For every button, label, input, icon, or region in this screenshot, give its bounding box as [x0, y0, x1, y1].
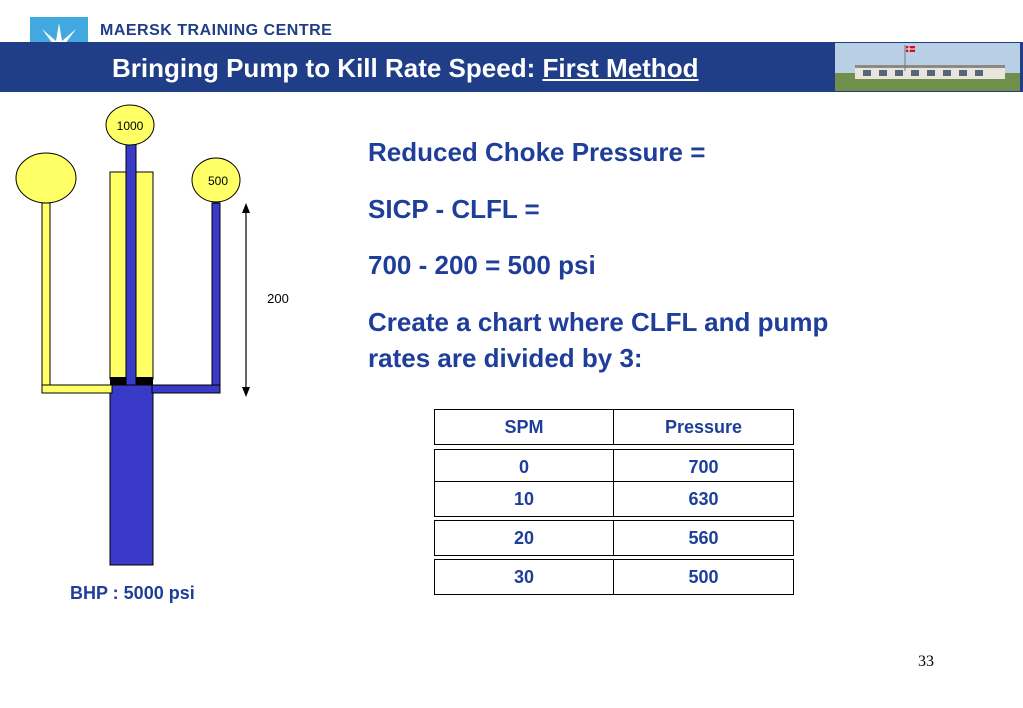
table-row: 20 560 — [434, 520, 794, 556]
casing-gauge — [191, 157, 241, 203]
text-line-1: Reduced Choke Pressure = — [368, 137, 706, 167]
cell-pressure: 630 — [688, 488, 719, 509]
left-return-line — [41, 202, 51, 394]
mud-column — [109, 384, 154, 566]
cell-spm: 20 — [435, 521, 614, 555]
choke-line — [211, 202, 221, 394]
cell-spm: 10 — [435, 482, 614, 516]
cell-pressure: 560 — [688, 527, 719, 548]
building-photo — [835, 43, 1020, 91]
title-prefix: Bringing Pump to Kill Rate Speed: — [112, 53, 543, 83]
drillpipe-gauge — [105, 104, 155, 146]
drillpipe — [125, 139, 137, 386]
brand-name: MAERSK TRAINING CENTRE — [100, 22, 333, 39]
table-header-row: SPM Pressure — [434, 409, 794, 445]
cell-spm: 0 — [435, 450, 614, 484]
drillpipe-gauge-value: 1000 — [117, 119, 144, 133]
cell-pressure: 500 — [688, 566, 719, 587]
cell-pressure: 700 — [688, 456, 719, 477]
slide-title: Bringing Pump to Kill Rate Speed: First … — [112, 53, 698, 84]
arrow-head-down — [242, 387, 250, 397]
text-line-3: 700 - 200 = 500 psi — [368, 250, 596, 280]
title-method: First Method — [542, 53, 699, 83]
left-gauge — [15, 152, 77, 204]
cell-spm: 30 — [435, 560, 614, 594]
table-row: 0 700 — [434, 449, 794, 485]
table-row: 30 500 — [434, 559, 794, 595]
text-line-4a: Create a chart where CLFL and pump — [368, 307, 829, 337]
page-number: 33 — [918, 653, 934, 670]
left-flow-line — [41, 384, 113, 394]
table-row: 10 630 — [434, 481, 794, 517]
casing-gauge-value: 500 — [208, 174, 228, 188]
dimension-label: 200 — [267, 291, 289, 306]
arrow-head-up — [242, 203, 250, 213]
choke-flow-line — [151, 384, 221, 394]
header-spm: SPM — [435, 410, 614, 444]
text-line-2: SICP - CLFL = — [368, 194, 540, 224]
well-diagram: 1000 500 200 — [15, 104, 289, 566]
bhp-label: BHP : 5000 psi — [70, 583, 195, 603]
header-pressure: Pressure — [664, 416, 743, 437]
text-line-4b: rates are divided by 3: — [368, 343, 643, 373]
